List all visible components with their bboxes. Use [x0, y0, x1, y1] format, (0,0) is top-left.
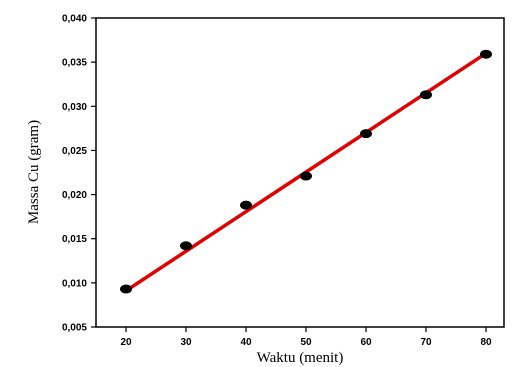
x-tick-label: 20 [120, 337, 132, 348]
data-point [420, 90, 432, 100]
x-axis-title: Waktu (menit) [257, 350, 344, 366]
data-point [360, 129, 372, 139]
y-tick-label: 0,015 [62, 234, 87, 245]
x-tick-label: 40 [240, 337, 252, 348]
x-tick-label: 50 [300, 337, 312, 348]
data-point [180, 241, 192, 251]
x-tick-label: 70 [420, 337, 432, 348]
y-axis-title: Massa Cu (gram) [26, 120, 42, 224]
plot-frame [95, 17, 505, 328]
x-tick-label: 80 [480, 337, 492, 348]
y-tick-label: 0,035 [62, 58, 87, 69]
x-tick-label: 60 [360, 337, 372, 348]
y-tick-label: 0,025 [62, 146, 87, 157]
y-tick-label: 0,040 [62, 14, 87, 25]
y-axis-ticks: 0,005 0,010 0,015 0,020 0,025 0,030 0,035 0,040 [62, 14, 96, 334]
x-tick-label: 30 [180, 337, 192, 348]
series-layer [120, 49, 492, 294]
y-tick-label: 0,030 [62, 102, 87, 113]
data-point [480, 49, 492, 59]
y-tick-label: 0,010 [62, 278, 87, 289]
data-point [300, 171, 312, 181]
x-axis-ticks: 20 30 40 50 60 70 80 [120, 327, 492, 348]
y-tick-label: 0,005 [62, 323, 87, 334]
data-point [240, 200, 252, 210]
y-tick-label: 0,020 [62, 190, 87, 201]
data-point [120, 284, 132, 294]
